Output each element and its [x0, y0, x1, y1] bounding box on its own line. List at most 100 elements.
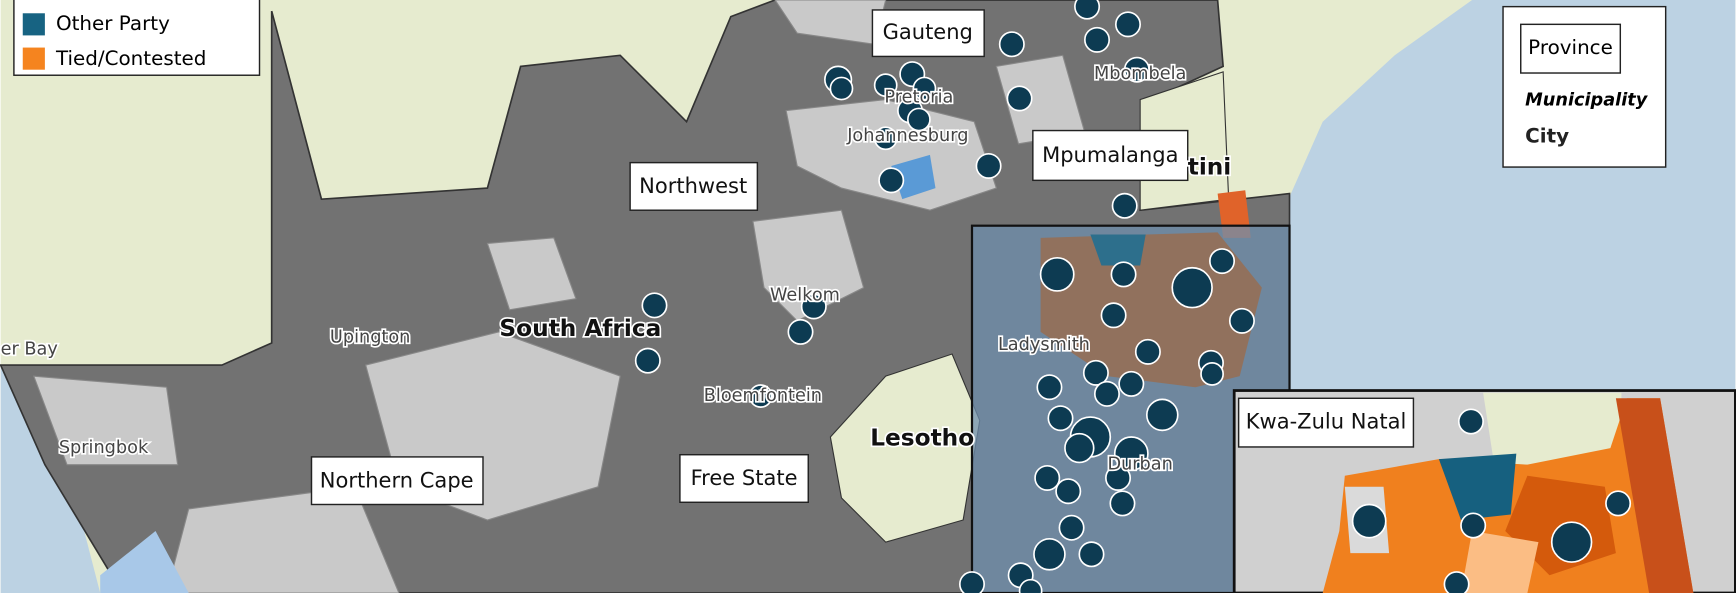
label-box: [871, 9, 985, 58]
key-province: Province: [1528, 36, 1613, 59]
city-marker: [1200, 362, 1224, 386]
city-marker: [1123, 56, 1150, 83]
key-city: City: [1525, 125, 1569, 148]
legend-label: Other Party: [56, 12, 170, 35]
city-marker: [873, 73, 898, 98]
city-marker: [1078, 541, 1105, 568]
inset-land: [1483, 392, 1622, 465]
city-label: er Bay: [1, 340, 58, 360]
zoom-region: [1040, 232, 1262, 388]
legend-swatch: [22, 47, 45, 70]
label-box: [310, 456, 484, 506]
inset-region: [1615, 398, 1694, 593]
municipality: [752, 209, 865, 322]
city-marker: [1109, 490, 1136, 517]
city-label: Ladysmith: [998, 335, 1090, 355]
city-marker: [829, 76, 854, 101]
city-labels: Pretoria Johannesburg Mbombela Welkom Up…: [0, 62, 1188, 476]
province-label: Northern Cape: [320, 467, 474, 492]
country-label: South Africa: [499, 315, 661, 342]
city-marker: [1351, 503, 1387, 539]
city-marker: [1047, 405, 1074, 432]
city-marker: [1033, 537, 1066, 571]
inset: [1232, 389, 1736, 593]
city-marker: [1171, 266, 1213, 309]
inset-region: [1438, 453, 1517, 520]
city-marker: [906, 107, 931, 132]
label-box: [1237, 397, 1415, 448]
city-marker: [1111, 192, 1138, 219]
city-label: Bloemfontein: [704, 386, 822, 406]
country-label: Lesotho: [870, 425, 974, 452]
city-marker: [1110, 261, 1137, 288]
province-label: Kwa-Zulu Natal: [1246, 409, 1407, 434]
country-label: tini: [1188, 154, 1232, 181]
key: Province Municipality City: [1502, 5, 1667, 168]
country-labels: South Africa Lesotho tini: [498, 152, 1233, 453]
municipality: [486, 237, 577, 311]
city-marker: [1134, 338, 1161, 365]
key-municipality: Municipality: [1525, 91, 1649, 111]
city-marker: [1036, 374, 1063, 401]
city-marker: [1084, 26, 1111, 53]
city-marker: [1064, 432, 1095, 464]
city-label: Mbombela: [1094, 64, 1186, 84]
city-marker: [634, 347, 661, 374]
city-marker: [1039, 256, 1075, 292]
city-marker: [975, 152, 1002, 179]
legend-label: Tied/Contested: [55, 47, 206, 70]
city-marker: [1550, 521, 1593, 563]
city-label: Johannesburg: [846, 126, 968, 146]
legend-swatch: [22, 13, 45, 36]
city-label: Durban: [1107, 455, 1172, 475]
zoom-region: [1090, 234, 1146, 266]
city-marker: [800, 293, 827, 320]
province-label: Mpumalanga: [1042, 142, 1178, 167]
label-box: [679, 453, 809, 503]
city-marker: [1114, 11, 1141, 38]
city-marker: [1074, 0, 1101, 20]
city-marker: [1113, 436, 1149, 472]
city-label: Upington: [330, 327, 411, 347]
legend-box: [13, 0, 261, 76]
city-marker: [1457, 408, 1484, 435]
label-box: [629, 161, 759, 211]
province-label: Free State: [691, 465, 798, 490]
city-label: Welkom: [770, 285, 840, 305]
city-marker: [1018, 578, 1043, 593]
municipality-blue: [100, 531, 189, 593]
province-labels: Gauteng Mpumalanga Northwest Northern Ca…: [310, 9, 1415, 506]
province-label: Northwest: [639, 173, 747, 198]
municipality: [32, 375, 179, 466]
inset-region: [1461, 531, 1539, 593]
city-marker: [1605, 490, 1632, 517]
city-marker: [878, 167, 905, 194]
city-marker: [1105, 464, 1132, 491]
city-marker: [1093, 380, 1120, 407]
key-province-box: [1520, 23, 1622, 74]
city-label: Pretoria: [884, 87, 953, 107]
label-box: [1032, 129, 1189, 182]
city-marker: [912, 76, 937, 101]
city-marker: [1118, 370, 1145, 397]
city-marker: [1034, 464, 1061, 491]
city-marker: [1082, 359, 1109, 386]
city-marker: [959, 571, 985, 593]
city-marker: [1460, 512, 1487, 539]
city-marker: [1209, 248, 1236, 275]
municipality: [166, 486, 400, 593]
city-marker: [641, 292, 668, 319]
city-marker: [1055, 478, 1082, 505]
province-label: Gauteng: [883, 19, 973, 44]
city-marker: [998, 31, 1025, 58]
city-markers: [634, 0, 1632, 593]
city-marker: [1145, 398, 1179, 432]
legend: Other Party Tied/Contested: [13, 0, 261, 76]
city-marker: [1100, 302, 1127, 329]
city-marker: [1006, 85, 1033, 112]
city-marker: [1058, 514, 1085, 541]
city-label: Springbok: [59, 438, 149, 458]
city-marker: [1443, 571, 1470, 593]
municipality-blue: [891, 154, 936, 200]
